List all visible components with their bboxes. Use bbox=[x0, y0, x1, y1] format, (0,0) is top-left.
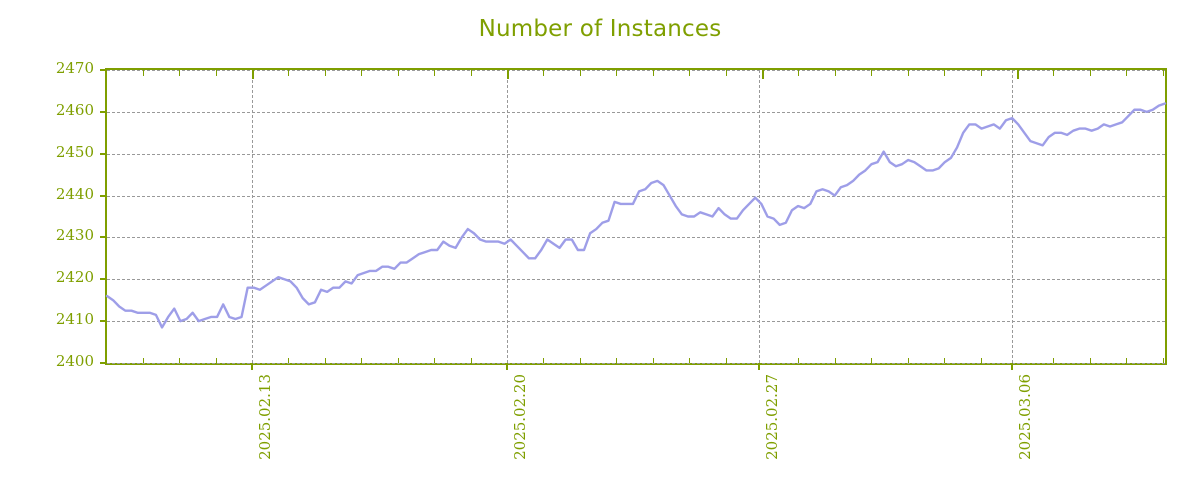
gridline-vertical bbox=[759, 70, 760, 363]
x-axis-tick bbox=[506, 363, 508, 370]
y-axis-label: 2470 bbox=[55, 59, 94, 77]
x-axis-bottom-tick-minor bbox=[798, 358, 799, 363]
chart-title: Number of Instances bbox=[478, 16, 722, 42]
x-axis-bottom-tick-minor bbox=[689, 358, 690, 363]
x-axis-top-tick-minor bbox=[653, 70, 654, 76]
x-axis-label: 2025.02.27 bbox=[763, 374, 781, 460]
y-axis-tick bbox=[100, 152, 107, 155]
gridline-horizontal bbox=[107, 70, 1165, 71]
x-axis-top-tick-minor bbox=[798, 70, 799, 76]
x-axis-top-tick-minor bbox=[616, 70, 617, 76]
x-axis-bottom-tick-minor bbox=[1053, 358, 1054, 363]
y-axis-label: 2450 bbox=[55, 142, 94, 161]
plot-area bbox=[100, 68, 1167, 370]
x-axis-bottom-tick-minor bbox=[434, 358, 435, 363]
y-axis-tick bbox=[100, 194, 107, 197]
x-axis-top-tick-minor bbox=[944, 70, 945, 76]
y-axis-tick bbox=[100, 110, 107, 113]
x-axis-bottom-tick-minor bbox=[361, 358, 362, 363]
x-axis-top-tick-minor bbox=[835, 70, 836, 76]
x-axis-bottom-tick-minor bbox=[908, 358, 909, 363]
y-axis-label: 2430 bbox=[55, 226, 94, 245]
x-axis-bottom-tick-minor bbox=[288, 358, 289, 363]
gridline-horizontal bbox=[107, 153, 1165, 155]
y-axis-tick bbox=[100, 236, 107, 239]
y-axis-label: 2410 bbox=[55, 310, 94, 329]
x-axis-bottom-tick-minor bbox=[471, 358, 472, 363]
x-axis-top-tick-minor bbox=[981, 70, 982, 76]
gridline-vertical bbox=[1012, 70, 1013, 363]
x-axis-bottom-tick-minor bbox=[1126, 358, 1127, 363]
gridline-horizontal bbox=[107, 279, 1165, 281]
x-axis-bottom-tick-minor bbox=[179, 358, 180, 363]
x-axis-bottom-tick-minor bbox=[543, 358, 544, 363]
x-axis-top-tick-minor bbox=[325, 70, 326, 76]
x-axis-top-tick-major bbox=[1017, 70, 1019, 79]
series-line-chart bbox=[105, 102, 1167, 329]
x-axis-top-tick-minor bbox=[689, 70, 690, 76]
x-axis-top-tick-minor bbox=[908, 70, 909, 76]
x-axis-top-tick-minor bbox=[1126, 70, 1127, 76]
x-axis-bottom-tick-minor bbox=[726, 358, 727, 363]
x-axis-tick bbox=[1011, 363, 1013, 370]
x-axis-top-tick-minor bbox=[871, 70, 872, 76]
y-axis-label: 2420 bbox=[55, 268, 94, 287]
x-axis-bottom-tick-minor bbox=[398, 358, 399, 363]
x-axis-top-tick-minor bbox=[1053, 70, 1054, 76]
y-axis-tick bbox=[100, 69, 107, 71]
gridline-horizontal bbox=[107, 111, 1165, 113]
x-axis-label: 2025.02.13 bbox=[256, 374, 274, 460]
gridline-horizontal bbox=[107, 363, 1165, 364]
x-axis-top-tick-minor bbox=[1090, 70, 1091, 76]
y-axis-label: 2460 bbox=[55, 100, 94, 119]
x-axis-label: 2025.02.20 bbox=[511, 374, 529, 460]
x-axis-bottom-tick-minor bbox=[981, 358, 982, 363]
x-axis-bottom-tick-minor bbox=[216, 358, 217, 363]
x-axis-top-tick-major bbox=[762, 70, 764, 79]
x-axis-top-tick-minor bbox=[361, 70, 362, 76]
x-axis-bottom-tick-minor bbox=[616, 358, 617, 363]
x-axis-top-tick-minor bbox=[216, 70, 217, 76]
x-axis-bottom-tick-minor bbox=[580, 358, 581, 363]
gridline-vertical bbox=[252, 70, 253, 363]
x-axis-bottom-tick-minor bbox=[1163, 358, 1164, 363]
y-axis-tick bbox=[100, 362, 107, 364]
x-axis-bottom-tick-minor bbox=[143, 358, 144, 363]
x-axis-top-tick-major bbox=[507, 70, 509, 79]
x-axis-bottom-tick-minor bbox=[325, 358, 326, 363]
x-axis-top-tick-minor bbox=[434, 70, 435, 76]
y-axis-tick bbox=[100, 320, 107, 323]
x-axis-top-tick-minor bbox=[471, 70, 472, 76]
x-axis-top-tick-minor bbox=[543, 70, 544, 76]
y-axis-label: 2400 bbox=[55, 352, 94, 370]
x-axis-bottom-tick-minor bbox=[1090, 358, 1091, 363]
y-axis-label: 2440 bbox=[55, 184, 94, 203]
gridline-vertical bbox=[507, 70, 508, 363]
x-axis-top-tick-minor bbox=[143, 70, 144, 76]
x-axis-top-tick-minor bbox=[580, 70, 581, 76]
y-axis-tick bbox=[100, 278, 107, 281]
x-axis-top-tick-minor bbox=[398, 70, 399, 76]
x-axis-bottom-tick-minor bbox=[835, 358, 836, 363]
x-axis-top-tick-major bbox=[252, 70, 254, 79]
x-axis-top-tick-minor bbox=[288, 70, 289, 76]
gridline-horizontal bbox=[107, 237, 1165, 239]
x-axis-label: 2025.03.06 bbox=[1016, 374, 1034, 460]
x-axis-top-tick-minor bbox=[179, 70, 180, 76]
x-axis-bottom-tick-minor bbox=[653, 358, 654, 363]
x-axis-bottom-tick-minor bbox=[871, 358, 872, 363]
x-axis-top-tick-minor bbox=[1163, 70, 1164, 76]
series-line-instances bbox=[105, 102, 1167, 329]
x-axis-top-tick-minor bbox=[726, 70, 727, 76]
x-axis-bottom-tick-minor bbox=[944, 358, 945, 363]
gridline-horizontal bbox=[107, 321, 1165, 323]
x-axis-tick bbox=[758, 363, 760, 370]
x-axis-tick bbox=[251, 363, 253, 370]
